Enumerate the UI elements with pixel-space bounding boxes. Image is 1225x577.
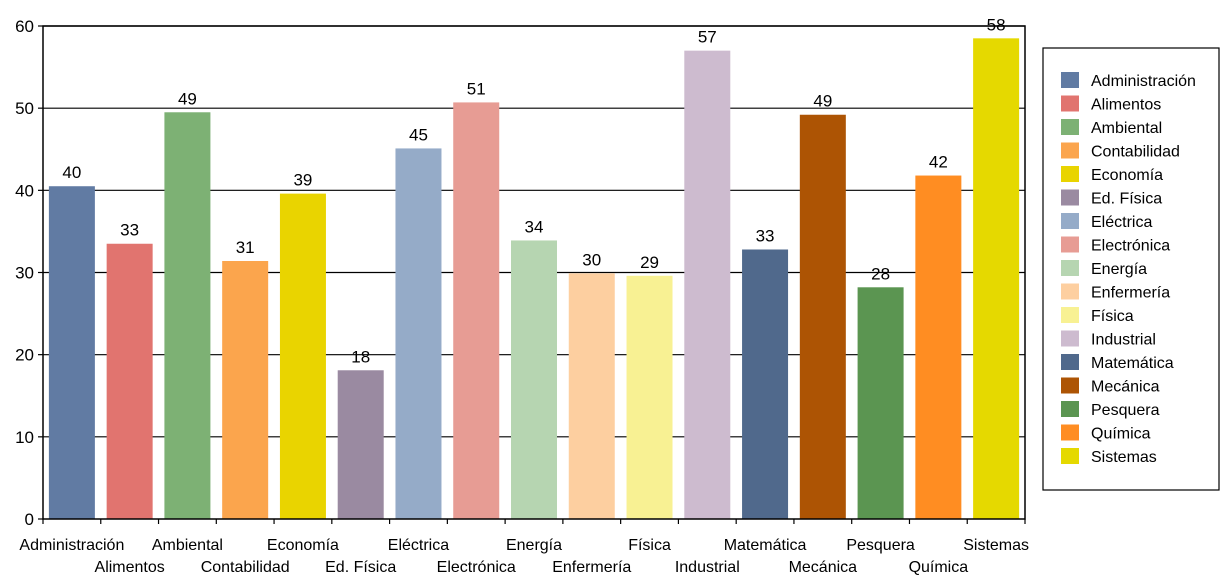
bar xyxy=(799,114,846,520)
data-label: 29 xyxy=(640,253,659,272)
legend-swatch xyxy=(1061,119,1079,135)
legend-swatch xyxy=(1061,330,1079,347)
data-label: 49 xyxy=(813,92,832,111)
legend-label: Ambiental xyxy=(1091,120,1162,137)
x-tick-label: Economía xyxy=(267,537,339,554)
x-tick-label: Alimentos xyxy=(95,559,165,576)
legend: Administración Alimentos Ambiental Contabil… xyxy=(1042,47,1220,491)
axes xyxy=(38,25,1026,524)
legend-label: Sistemas xyxy=(1091,449,1157,466)
bar xyxy=(106,243,153,519)
bar xyxy=(222,260,269,519)
legend-label: Física xyxy=(1091,308,1134,325)
y-tick-label: 60 xyxy=(15,17,34,36)
legend-swatch xyxy=(1061,424,1079,441)
x-tick-label: Ed. Física xyxy=(325,559,396,576)
legend-label: Contabilidad xyxy=(1091,144,1180,161)
y-tick-label: 0 xyxy=(25,510,34,529)
legend-swatch xyxy=(1061,72,1079,88)
y-tick-label: 30 xyxy=(15,264,34,283)
bar xyxy=(453,102,500,519)
legend-label: Electrónica xyxy=(1091,238,1170,255)
legend-swatch xyxy=(1061,377,1079,394)
legend-swatch xyxy=(1061,95,1079,112)
data-label: 45 xyxy=(409,125,428,144)
data-label: 39 xyxy=(293,171,312,190)
bar xyxy=(626,275,673,519)
bar xyxy=(915,175,962,519)
x-tick-label: Química xyxy=(909,559,969,576)
data-label: 42 xyxy=(929,153,948,172)
legend-label: Eléctrica xyxy=(1091,214,1152,231)
x-tick-label: Matemática xyxy=(724,537,807,554)
legend-swatch xyxy=(1061,236,1079,253)
y-tick-label: 50 xyxy=(15,99,34,118)
data-label: 33 xyxy=(120,221,139,240)
bar xyxy=(279,193,326,519)
x-tick-label: Mecánica xyxy=(789,559,858,576)
legend-label: Alimentos xyxy=(1091,97,1161,114)
bar xyxy=(164,112,211,520)
legend-swatch xyxy=(1061,448,1079,464)
legend-swatch xyxy=(1061,354,1079,370)
x-tick-label: Industrial xyxy=(675,559,740,576)
legend-swatch xyxy=(1061,142,1079,159)
data-label: 18 xyxy=(351,347,370,366)
x-tick-label: Eléctrica xyxy=(388,537,449,554)
legend-label: Enfermería xyxy=(1091,285,1170,302)
bar xyxy=(684,50,731,520)
legend-swatch xyxy=(1061,283,1079,300)
legend-swatch xyxy=(1061,213,1079,229)
labels: 0 10 20 30 40 50 60 40 Administración 33 Alimentos… xyxy=(15,15,1029,576)
y-tick-label: 10 xyxy=(15,428,34,447)
plot-frame xyxy=(42,25,1026,520)
legend-label: Energía xyxy=(1091,261,1147,278)
data-label: 33 xyxy=(756,226,775,245)
x-tick-label: Pesquera xyxy=(846,537,915,554)
x-tick-label: Contabilidad xyxy=(201,559,290,576)
legend-swatch xyxy=(1061,401,1079,417)
data-label: 31 xyxy=(236,238,255,257)
data-label: 49 xyxy=(178,89,197,108)
data-label: 30 xyxy=(582,250,601,269)
y-tick-label: 40 xyxy=(15,181,34,200)
bar xyxy=(973,38,1020,519)
x-tick-label: Enfermería xyxy=(552,559,631,576)
legend-swatch xyxy=(1061,307,1079,323)
legend-label: Economía xyxy=(1091,167,1163,184)
data-label: 58 xyxy=(987,15,1006,34)
bar xyxy=(395,148,442,519)
legend-swatch xyxy=(1061,189,1079,206)
x-tick-label: Ambiental xyxy=(152,537,223,554)
x-tick-label: Sistemas xyxy=(963,537,1029,554)
legend-swatch xyxy=(1061,166,1079,182)
data-label: 51 xyxy=(467,79,486,98)
bar xyxy=(568,273,615,519)
data-label: 28 xyxy=(871,264,890,283)
legend-label: Química xyxy=(1091,426,1151,443)
x-tick-label: Administración xyxy=(19,537,124,554)
legend-label: Matemática xyxy=(1091,355,1174,372)
data-label: 57 xyxy=(698,28,717,47)
legend-label: Pesquera xyxy=(1091,402,1160,419)
bars xyxy=(48,38,1020,520)
bar xyxy=(48,186,95,519)
bar xyxy=(337,370,384,519)
legend-label: Industrial xyxy=(1091,332,1156,349)
legend-label: Administración xyxy=(1091,73,1196,90)
data-label: 34 xyxy=(525,217,544,236)
y-tick-label: 20 xyxy=(15,346,34,365)
x-tick-label: Electrónica xyxy=(437,559,516,576)
legend-swatch xyxy=(1061,260,1079,276)
legend-label: Ed. Física xyxy=(1091,191,1162,208)
bar xyxy=(511,240,557,519)
data-label: 40 xyxy=(62,163,81,182)
x-tick-label: Energía xyxy=(506,537,562,554)
bar xyxy=(857,287,904,519)
legend-label: Mecánica xyxy=(1091,379,1160,396)
bar xyxy=(742,249,789,519)
x-tick-label: Física xyxy=(628,537,671,554)
